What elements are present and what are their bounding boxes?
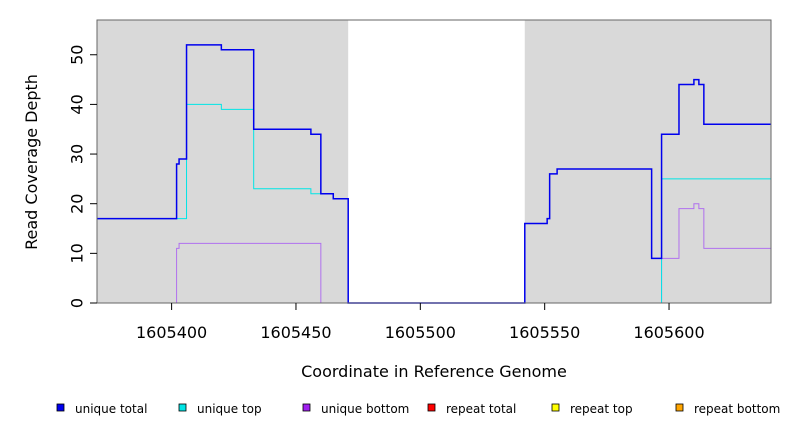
y-tick-label: 30 xyxy=(68,144,87,164)
legend-swatch xyxy=(551,403,560,412)
x-axis: 1605400 1605450 1605500 1605550 1605600 xyxy=(136,303,705,342)
y-tick-label: 10 xyxy=(68,243,87,263)
legend-label: unique top xyxy=(197,402,262,416)
legend-label: unique total xyxy=(75,402,147,416)
x-axis-title: Coordinate in Reference Genome xyxy=(301,362,567,381)
shaded-region xyxy=(97,20,349,303)
plot-background xyxy=(97,20,771,303)
legend-swatch xyxy=(178,403,187,412)
plot-frame xyxy=(96,19,772,304)
legend-swatch xyxy=(427,403,436,412)
legend-label: repeat bottom xyxy=(694,402,780,416)
x-tick-label: 1605600 xyxy=(633,323,704,342)
legend-swatch xyxy=(675,403,684,412)
legend-label: unique bottom xyxy=(321,402,409,416)
legend-label: repeat total xyxy=(446,402,516,416)
y-tick-label: 50 xyxy=(68,45,87,65)
series-line-unique-bottom xyxy=(97,203,771,304)
legend-swatch xyxy=(302,403,311,412)
x-tick-label: 1605450 xyxy=(260,323,331,342)
legend-swatch xyxy=(56,403,65,412)
x-tick-label: 1605500 xyxy=(385,323,456,342)
legend: unique total unique top unique bottom repea… xyxy=(56,402,780,416)
y-tick-label: 40 xyxy=(68,94,87,114)
legend-label: repeat top xyxy=(570,402,633,416)
x-tick-label: 1605550 xyxy=(509,323,580,342)
shaded-region xyxy=(524,20,771,303)
y-axis: 0 10 20 30 40 50 xyxy=(68,45,97,308)
y-tick-label: 0 xyxy=(68,298,87,308)
series-line-unique-total xyxy=(97,44,771,304)
x-tick-label: 1605400 xyxy=(136,323,207,342)
y-axis-title: Read Coverage Depth xyxy=(22,74,41,250)
y-tick-label: 20 xyxy=(68,194,87,214)
